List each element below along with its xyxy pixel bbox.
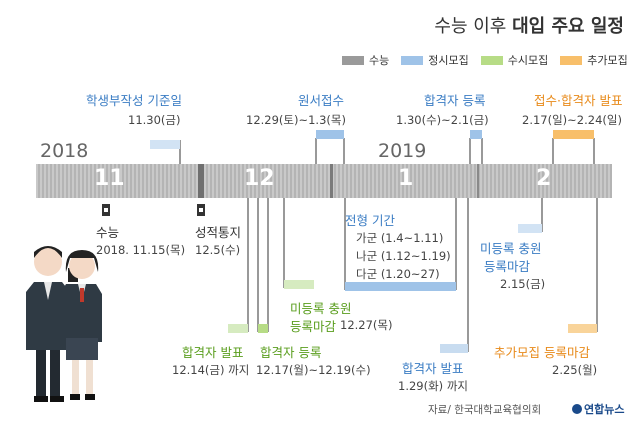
date-extra-apply: 2.17(일)~2.24(일) — [522, 113, 622, 127]
selection-line-3: 다군 (1.20~27) — [356, 267, 440, 281]
selection-line-1: 가군 (1.4~1.11) — [356, 231, 444, 245]
date-extra-register: 2.25(월) — [552, 363, 598, 377]
date-regular-result: 1.29(화) 까지 — [398, 379, 468, 393]
bar-early-result — [228, 324, 248, 333]
legend-label-regular: 정시모집 — [428, 54, 469, 67]
label-regular-unreg-1: 미등록 충원 — [480, 241, 542, 256]
news-logo: 연합뉴스 — [572, 401, 624, 417]
label-application: 원서접수 — [298, 93, 345, 108]
month-12: 12 — [244, 166, 275, 191]
bar-selection — [345, 282, 456, 291]
year-2018: 2018 — [40, 140, 89, 162]
logo-text: 연합뉴스 — [584, 403, 625, 416]
source-note: 자료/ 한국대학교육협의회 — [428, 404, 542, 416]
label-selection: 전형 기간 — [345, 213, 395, 228]
legend-swatch-csat — [342, 55, 364, 65]
label-student-record: 학생부작성 기준일 — [86, 93, 182, 108]
page-title: 수능 이후 대입 주요 일정 — [434, 12, 624, 38]
date-early-register: 12.17(월)~12.19(수) — [256, 363, 371, 377]
month-divider-feb — [477, 164, 479, 198]
label-extra-register: 추가모집 등록마감 — [494, 345, 590, 360]
title-main: 대입 주요 일정 — [512, 16, 624, 37]
month-2: 2 — [536, 166, 552, 191]
label-regular-register: 합격자 등록 — [424, 93, 486, 108]
date-early-result: 12.14(금) 까지 — [172, 363, 250, 377]
bar-early-register — [258, 324, 268, 333]
date-score: 12.5(수) — [195, 243, 241, 257]
label-early-unreg-1: 미등록 충원 — [290, 301, 352, 316]
title-prefix: 수능 이후 — [434, 16, 507, 37]
date-early-unreg: 12.27(목) — [340, 318, 393, 332]
date-csat: 2018. 11.15(목) — [96, 243, 186, 257]
month-11: 11 — [94, 166, 125, 191]
bar-record — [150, 140, 180, 149]
bar-extra-apply — [553, 130, 594, 139]
label-early-result: 합격자 발표 — [182, 345, 244, 360]
month-divider-jan — [330, 164, 333, 198]
label-regular-unreg-2: 등록마감 — [484, 259, 531, 274]
bar-application — [316, 130, 344, 139]
bar-regular-result — [440, 344, 468, 353]
pen-icon-csat — [102, 204, 110, 216]
date-application: 12.29(토)~1.3(목) — [246, 113, 346, 127]
month-1: 1 — [398, 166, 414, 191]
legend: 수능 정시모집 수시모집 추가모집 — [342, 52, 628, 68]
timeline-bar — [36, 164, 612, 198]
selection-line-2: 나군 (1.12~1.19) — [356, 249, 451, 263]
label-regular-result: 합격자 발표 — [402, 361, 464, 376]
legend-swatch-regular — [401, 55, 424, 65]
legend-label-early: 수시모집 — [507, 54, 549, 67]
pen-icon-score — [197, 204, 205, 216]
date-regular-register: 1.30(수)~2.1(금) — [396, 113, 489, 127]
label-score: 성적통지 — [195, 225, 242, 240]
bar-regular-unreg — [518, 224, 542, 233]
bar-early-unreg — [284, 280, 314, 289]
label-early-register: 합격자 등록 — [260, 345, 322, 360]
bar-regular-register — [470, 130, 482, 139]
marker-score — [198, 164, 204, 198]
label-early-unreg-2: 등록마감 — [290, 319, 337, 334]
legend-label-extra: 추가모집 — [587, 54, 628, 67]
students-illustration — [26, 246, 102, 402]
date-regular-unreg: 2.15(금) — [500, 277, 546, 291]
label-extra-apply: 접수·합격자 발표 — [534, 93, 623, 108]
legend-label-csat: 수능 — [369, 54, 390, 67]
legend-swatch-extra — [560, 55, 583, 65]
label-csat: 수능 — [96, 225, 120, 240]
date-student-record: 11.30(금) — [128, 113, 181, 127]
bar-extra-register — [568, 324, 597, 333]
logo-icon — [572, 404, 582, 414]
legend-swatch-early — [480, 55, 503, 65]
year-2019: 2019 — [378, 140, 427, 162]
